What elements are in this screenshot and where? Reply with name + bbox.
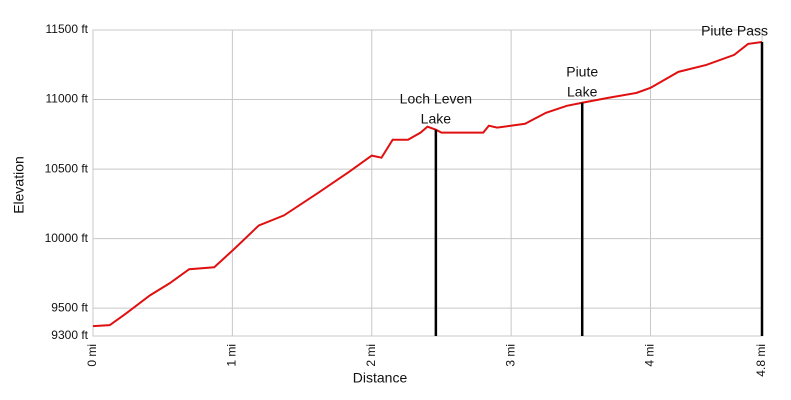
x-tick-label: 0 mi <box>85 344 99 367</box>
annotation-label: Piute Pass <box>701 23 768 39</box>
y-tick-label: 10500 ft <box>45 161 89 175</box>
plot-area <box>92 29 763 337</box>
x-axis-label: Distance <box>353 370 408 386</box>
y-tick-label: 10000 ft <box>45 231 89 245</box>
annotation-label: Piute <box>566 63 598 79</box>
annotation-label: Lake <box>567 83 598 99</box>
y-tick-label: 9300 ft <box>51 328 88 342</box>
x-tick-label: 4 mi <box>643 344 657 367</box>
annotation-label: Loch Leven <box>400 90 472 106</box>
y-tick-label: 9500 ft <box>51 300 88 314</box>
y-tick-label: 11000 ft <box>46 92 89 106</box>
x-tick-label: 4.8 mi <box>754 344 768 377</box>
annotation-label: Lake <box>421 110 452 126</box>
x-tick-label: 1 mi <box>225 344 239 367</box>
y-tick-label: 11500 ft <box>46 22 89 36</box>
x-tick-label: 2 mi <box>364 344 378 367</box>
y-axis-label: Elevation <box>11 156 27 214</box>
x-tick-label: 3 mi <box>503 344 517 367</box>
elevation-line <box>92 40 763 328</box>
